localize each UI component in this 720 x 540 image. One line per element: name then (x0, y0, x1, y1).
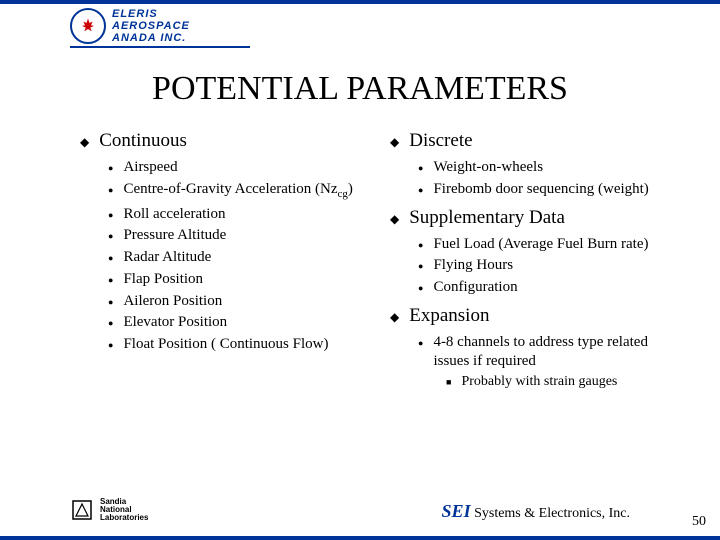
list-item: ● Aileron Position (108, 292, 370, 311)
item-text: Fuel Load (Average Fuel Burn rate) (433, 235, 648, 254)
list-item: ● Configuration (418, 278, 680, 297)
item-text: Airspeed (123, 158, 177, 177)
list-item: ● Flap Position (108, 270, 370, 289)
maple-leaf-icon (70, 8, 106, 44)
item-text: Elevator Position (123, 313, 227, 332)
list-item: ● Fuel Load (Average Fuel Burn rate) (418, 235, 680, 254)
item-text: Configuration (433, 278, 517, 297)
heading-discrete: ◆ Discrete (390, 130, 680, 152)
logo-line1: ELERIS (112, 8, 190, 20)
list-item: ● Weight-on-wheels (418, 158, 680, 177)
item-text: Float Position ( Continuous Flow) (123, 335, 328, 354)
slide-title: POTENTIAL PARAMETERS (0, 70, 720, 108)
logo-line2: AEROSPACE (112, 20, 190, 32)
list-item: ● Radar Altitude (108, 248, 370, 267)
heading-text: Expansion (409, 305, 489, 327)
sandia-text: Sandia National Laboratories (100, 498, 148, 522)
list-item: ● Airspeed (108, 158, 370, 177)
bullet-dot-icon: ● (108, 210, 113, 221)
logo-underline (70, 46, 250, 48)
leaf-svg (79, 17, 97, 35)
heading-continuous: ◆ Continuous (80, 130, 370, 152)
footer-sei: SEI Systems & Electronics, Inc. (442, 501, 630, 522)
bullet-diamond-icon: ◆ (390, 310, 399, 325)
heading-text: Discrete (409, 130, 472, 152)
company-logo: ELERIS AEROSPACE ANADA INC. (70, 8, 190, 44)
list-item: ● Float Position ( Continuous Flow) (108, 335, 370, 354)
sei-full: Systems & Electronics, Inc. (474, 506, 630, 521)
bullet-dot-icon: ● (108, 318, 113, 329)
item-text: Weight-on-wheels (433, 158, 543, 177)
heading-text: Continuous (99, 130, 187, 152)
heading-expansion: ◆ Expansion (390, 305, 680, 327)
bottom-border (0, 536, 720, 540)
heading-supplementary: ◆ Supplementary Data (390, 207, 680, 229)
list-item: ● Elevator Position (108, 313, 370, 332)
item-text: Pressure Altitude (123, 226, 226, 245)
bullet-dot-icon: ● (108, 185, 113, 196)
bullet-dot-icon: ● (418, 261, 423, 272)
list-item: ● Flying Hours (418, 256, 680, 275)
item-text: Radar Altitude (123, 248, 211, 267)
item-text: Flying Hours (433, 256, 513, 275)
bullet-dot-icon: ● (418, 338, 423, 349)
left-column: ◆ Continuous ● Airspeed ● Centre-of-Gravit… (80, 130, 370, 394)
sandia-line3: Laboratories (100, 514, 148, 522)
bullet-dot-icon: ● (418, 163, 423, 174)
item-text: Probably with strain gauges (461, 373, 617, 391)
item-text: Aileron Position (123, 292, 222, 311)
logo-text: ELERIS AEROSPACE ANADA INC. (112, 8, 190, 44)
bullet-dot-icon: ● (108, 253, 113, 264)
list-sub-item: ■ Probably with strain gauges (446, 373, 680, 391)
bullet-dot-icon: ● (108, 275, 113, 286)
top-border (0, 0, 720, 4)
list-item: ● Centre-of-Gravity Acceleration (Nzcg) (108, 180, 370, 202)
footer-sandia: Sandia National Laboratories (70, 498, 148, 522)
item-text: Firebomb door sequencing (weight) (433, 180, 648, 199)
sei-abbr: SEI (442, 501, 471, 521)
bullet-dot-icon: ● (108, 163, 113, 174)
content-area: ◆ Continuous ● Airspeed ● Centre-of-Gravit… (80, 130, 680, 394)
bullet-dot-icon: ● (108, 297, 113, 308)
item-text: Centre-of-Gravity Acceleration (Nzcg) (123, 180, 352, 202)
list-item: ● Firebomb door sequencing (weight) (418, 180, 680, 199)
bullet-diamond-icon: ◆ (80, 135, 89, 150)
list-item: ● Roll acceleration (108, 205, 370, 224)
bullet-dot-icon: ● (108, 231, 113, 242)
heading-text: Supplementary Data (409, 207, 565, 229)
bullet-dot-icon: ● (418, 185, 423, 196)
item-text: 4-8 channels to address type related iss… (433, 333, 680, 371)
item-text: Flap Position (123, 270, 203, 289)
sandia-icon (70, 498, 94, 522)
page-number: 50 (692, 514, 706, 530)
list-item: ● 4-8 channels to address type related is… (418, 333, 680, 371)
bullet-dot-icon: ● (108, 340, 113, 351)
bullet-dot-icon: ● (418, 240, 423, 251)
right-column: ◆ Discrete ● Weight-on-wheels ● Firebomb d… (390, 130, 680, 394)
list-item: ● Pressure Altitude (108, 226, 370, 245)
bullet-diamond-icon: ◆ (390, 135, 399, 150)
bullet-diamond-icon: ◆ (390, 212, 399, 227)
logo-line3: ANADA INC. (112, 32, 190, 44)
bullet-square-icon: ■ (446, 377, 451, 388)
item-text: Roll acceleration (123, 205, 225, 224)
bullet-dot-icon: ● (418, 283, 423, 294)
